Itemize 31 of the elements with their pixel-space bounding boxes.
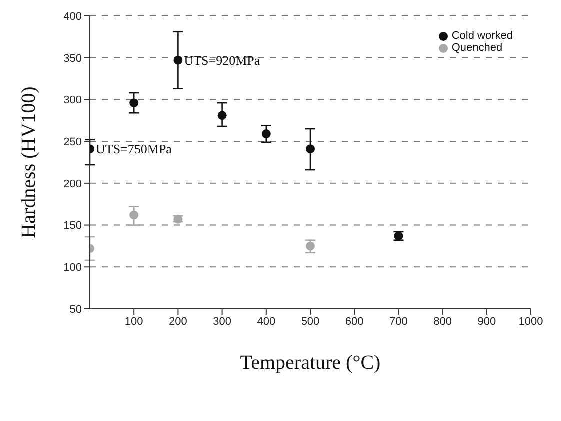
annotation: UTS=920MPa (184, 52, 260, 68)
y-tick-label: 150 (64, 220, 82, 232)
point (306, 144, 315, 154)
y-tick-label: 200 (64, 178, 82, 190)
x-tick-label: 1000 (518, 316, 544, 328)
x-tick-label: 800 (434, 316, 452, 328)
y-tick-label: 350 (64, 52, 82, 65)
x-tick-label: 600 (345, 316, 364, 328)
legend-label: Quenched (452, 42, 503, 54)
y-tick-label: 100 (64, 262, 82, 274)
x-tick-label: 100 (124, 316, 144, 328)
x-tick-label: 700 (390, 316, 408, 328)
x-tick-label: 200 (169, 316, 188, 328)
x-tick-label: 400 (257, 316, 276, 328)
x-axis-title: Temperature (°C) (240, 352, 381, 374)
y-tick-label: 250 (64, 136, 82, 148)
point (262, 130, 271, 139)
x-tick-label: 300 (213, 316, 232, 328)
y-tick-label: 300 (64, 94, 82, 107)
point (306, 242, 315, 251)
annotation: UTS=750MPa (96, 142, 172, 157)
x-tick-label: 500 (301, 316, 320, 328)
y-axis-title: Hardness (HV100) (18, 86, 40, 238)
point (130, 98, 139, 108)
y-tick-label: 50 (70, 304, 82, 316)
legend-label: Cold worked (452, 30, 513, 42)
point (130, 210, 139, 220)
x-tick-label: 900 (478, 316, 496, 328)
point (218, 111, 227, 120)
y-tick-label: 400 (64, 10, 82, 23)
point (174, 56, 183, 65)
